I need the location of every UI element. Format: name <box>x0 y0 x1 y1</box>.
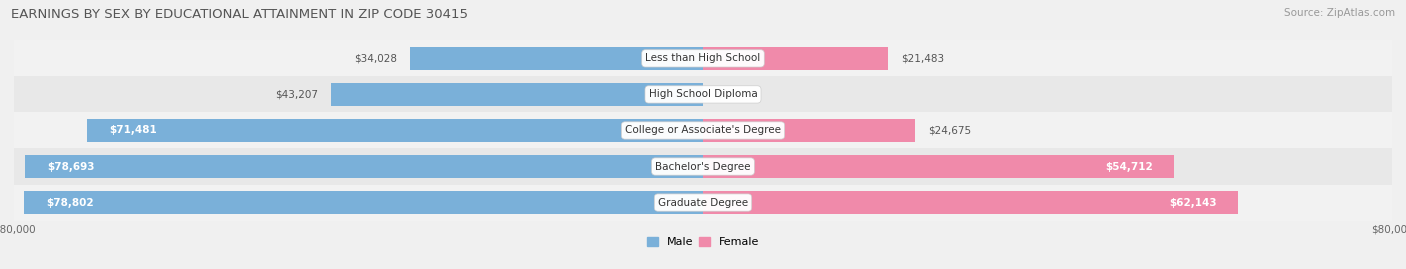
Bar <box>14 148 1392 185</box>
Text: $62,143: $62,143 <box>1168 197 1216 208</box>
Text: $43,207: $43,207 <box>276 89 318 100</box>
Bar <box>14 76 1392 112</box>
Bar <box>14 112 1392 148</box>
Text: $34,028: $34,028 <box>354 53 396 63</box>
Text: $21,483: $21,483 <box>901 53 943 63</box>
Bar <box>703 119 915 142</box>
Text: $78,802: $78,802 <box>46 197 94 208</box>
Text: Graduate Degree: Graduate Degree <box>658 197 748 208</box>
Bar <box>24 191 703 214</box>
Bar <box>330 83 703 106</box>
Bar <box>703 155 1174 178</box>
Bar <box>87 119 703 142</box>
Text: High School Diploma: High School Diploma <box>648 89 758 100</box>
Bar <box>25 155 703 178</box>
Text: $71,481: $71,481 <box>108 125 156 136</box>
Bar <box>411 47 703 70</box>
Text: $24,675: $24,675 <box>928 125 972 136</box>
Text: Bachelor's Degree: Bachelor's Degree <box>655 161 751 172</box>
Bar <box>14 185 1392 221</box>
Text: Source: ZipAtlas.com: Source: ZipAtlas.com <box>1284 8 1395 18</box>
Bar <box>14 40 1392 76</box>
Text: $78,693: $78,693 <box>46 161 94 172</box>
Text: $0: $0 <box>716 89 730 100</box>
Text: Less than High School: Less than High School <box>645 53 761 63</box>
Text: EARNINGS BY SEX BY EDUCATIONAL ATTAINMENT IN ZIP CODE 30415: EARNINGS BY SEX BY EDUCATIONAL ATTAINMEN… <box>11 8 468 21</box>
Bar <box>703 47 889 70</box>
Text: College or Associate's Degree: College or Associate's Degree <box>626 125 780 136</box>
Bar <box>703 191 1239 214</box>
Legend: Male, Female: Male, Female <box>647 237 759 247</box>
Text: $54,712: $54,712 <box>1105 161 1153 172</box>
